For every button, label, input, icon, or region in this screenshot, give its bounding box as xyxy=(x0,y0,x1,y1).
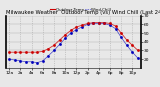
Text: Milwaukee Weather  Outdoor Temp (vs) Wind Chill (Last 24 Hours): Milwaukee Weather Outdoor Temp (vs) Wind… xyxy=(6,10,160,15)
Legend: Outdoor Temp, Wind Chill: Outdoor Temp, Wind Chill xyxy=(49,6,112,13)
